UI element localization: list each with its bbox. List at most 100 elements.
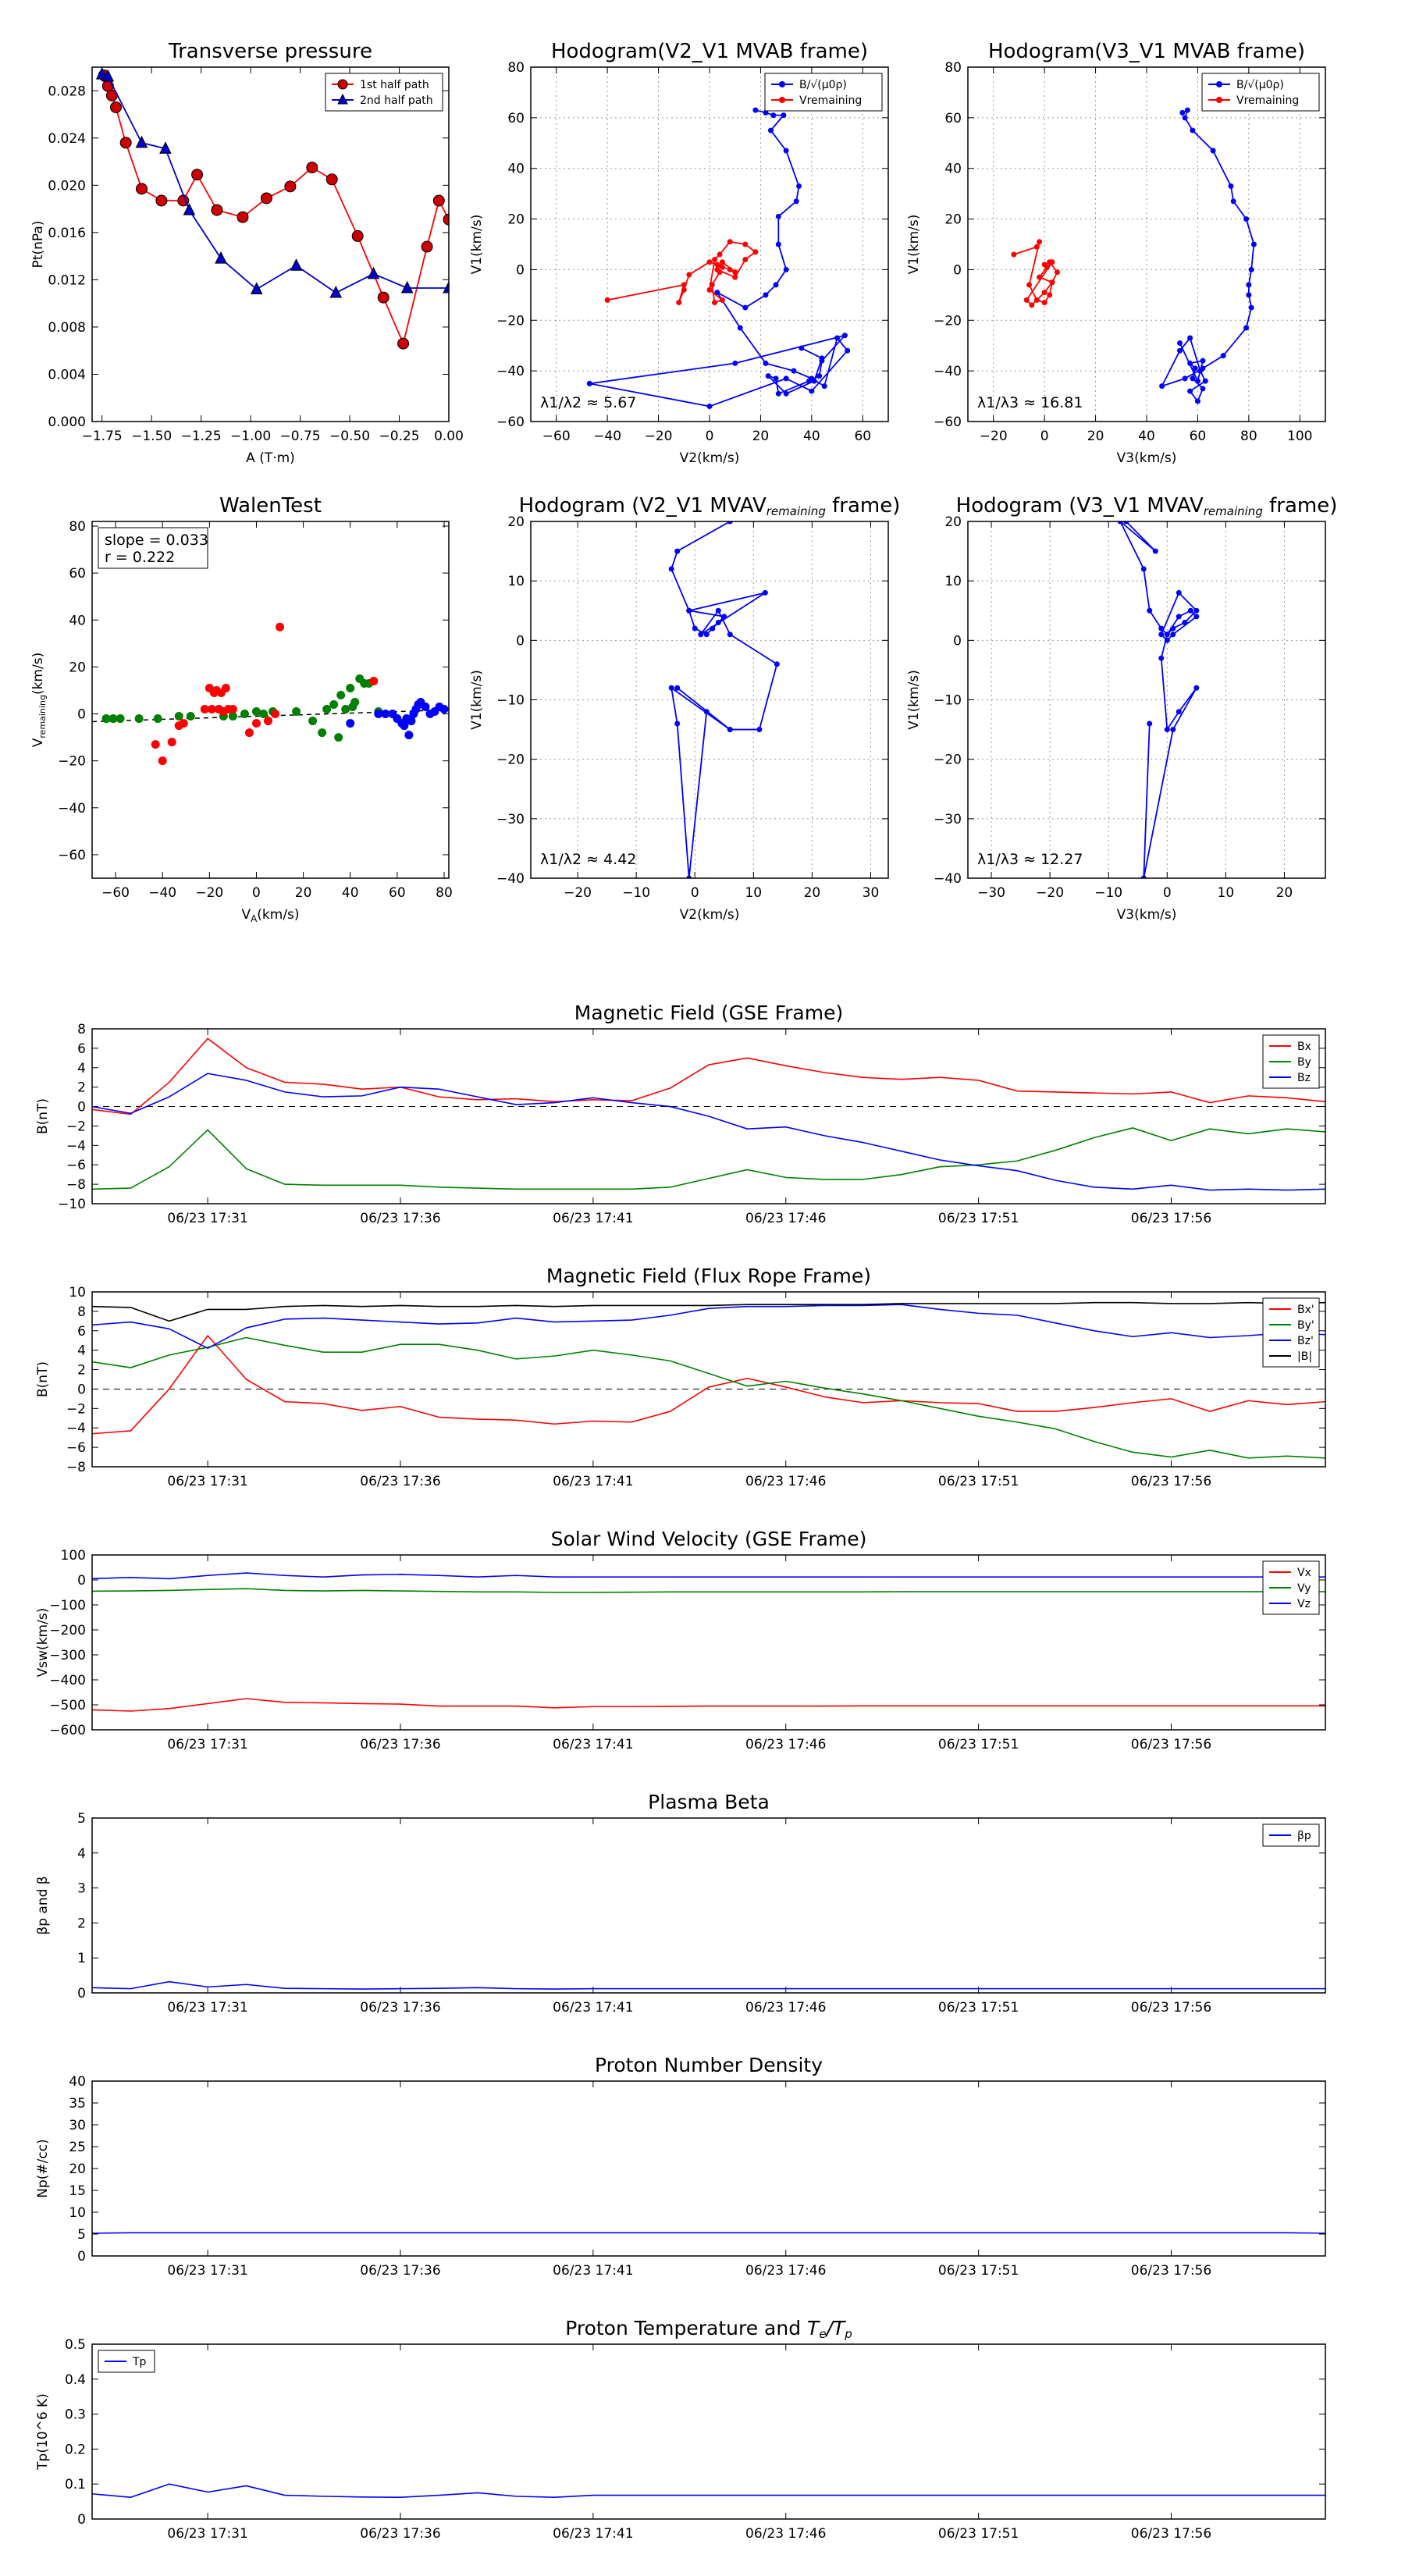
y-tick-label: −300	[49, 1648, 86, 1663]
y-axis-label: V1(km/s)	[469, 215, 485, 275]
data-point	[119, 137, 132, 149]
x-tick-label: 0	[1163, 885, 1172, 901]
x-tick-label: 30	[863, 885, 880, 901]
data-point	[443, 213, 449, 226]
y-tick-label: −8	[66, 1460, 86, 1475]
data-point	[1187, 335, 1193, 341]
legend-label: Bx'	[1297, 1304, 1314, 1316]
x-tick-label: 06/23 17:36	[360, 2526, 440, 2542]
x-tick-label: 06/23 17:41	[553, 2000, 633, 2016]
x-tick-label: −1.25	[181, 429, 222, 444]
data-point	[1187, 388, 1193, 394]
x-tick-label: 06/23 17:56	[1131, 1211, 1211, 1226]
data-point	[674, 548, 681, 554]
data-point	[1147, 607, 1153, 614]
data-point	[404, 731, 414, 740]
data-point	[228, 712, 237, 721]
data-point	[763, 109, 769, 116]
data-point	[1192, 365, 1198, 372]
data-point	[841, 333, 848, 339]
y-tick-label: 30	[69, 2118, 86, 2133]
data-point	[791, 368, 797, 374]
data-point	[1246, 282, 1252, 288]
y-axis-label: B(nT)	[35, 1361, 51, 1397]
y-tick-label: 0.2	[65, 2442, 86, 2457]
data-point	[1210, 148, 1216, 154]
data-point	[211, 204, 223, 216]
data-point	[346, 683, 355, 692]
y-tick-label: 0.016	[48, 226, 86, 241]
data-point	[793, 198, 799, 205]
data-point	[1190, 375, 1196, 382]
chart-np: Proton Number Density Np(#/cc) 06/23 17:31…	[35, 2054, 1326, 2279]
series-line	[92, 1037, 1325, 1115]
data-point	[1230, 198, 1236, 205]
data-point	[714, 290, 720, 296]
x-tick-label: 06/23 17:51	[938, 2526, 1019, 2542]
x-tick-label: 06/23 17:31	[167, 1211, 247, 1226]
data-point	[228, 705, 237, 714]
y-tick-label: 100	[61, 1548, 86, 1564]
data-point	[1182, 619, 1188, 625]
data-point	[1190, 127, 1196, 133]
y-tick-label: −4	[66, 1138, 86, 1154]
data-point	[732, 269, 738, 276]
data-point	[783, 266, 789, 272]
data-point	[703, 709, 710, 715]
data-point	[1200, 358, 1206, 364]
x-tick-label: −0.50	[329, 429, 370, 444]
chart-title: Plasma Beta	[648, 1791, 770, 1813]
data-point	[674, 720, 681, 727]
x-tick-label: 60	[854, 429, 871, 444]
plot-area	[95, 67, 449, 350]
x-tick-label: 40	[342, 885, 359, 901]
data-point	[258, 710, 268, 719]
data-point	[834, 335, 841, 341]
stats-box	[98, 527, 208, 569]
x-tick-label: −1.50	[131, 429, 172, 444]
series-line	[92, 1572, 1325, 1580]
y-tick-label: −2	[66, 1119, 86, 1134]
y-axis-label: V1(km/s)	[469, 670, 485, 730]
x-tick-label: −1.00	[230, 429, 271, 444]
plot-area	[92, 2483, 1325, 2499]
axes-frame	[91, 521, 450, 879]
y-tick-label: 0	[77, 1986, 86, 2001]
data-point	[407, 717, 416, 726]
data-point	[717, 251, 723, 258]
x-tick-label: 06/23 17:41	[553, 1211, 633, 1226]
data-point	[686, 607, 692, 614]
chart-title: Solar Wind Velocity (GSE Frame)	[551, 1528, 867, 1550]
legend-label: Vx	[1297, 1567, 1311, 1579]
stats-text: r = 0.222	[105, 549, 175, 566]
y-tick-label: 40	[944, 162, 962, 177]
legend-label: Vy	[1297, 1582, 1311, 1595]
data-point	[1170, 727, 1176, 733]
eigenvalue-ratio: λ1/λ2 ≈ 4.42	[540, 851, 636, 868]
data-point	[1117, 521, 1123, 525]
data-point	[1182, 115, 1188, 121]
data-point	[174, 712, 183, 721]
data-point	[692, 625, 698, 632]
data-point	[727, 632, 733, 638]
data-point	[1033, 297, 1040, 303]
x-tick-label: 40	[803, 429, 820, 444]
data-point	[215, 251, 227, 264]
data-point	[681, 286, 687, 293]
data-point	[710, 625, 716, 632]
x-tick-label: −40	[593, 429, 621, 444]
axes-frame	[530, 521, 889, 879]
data-point	[1202, 378, 1208, 384]
x-tick-label: −1.75	[82, 429, 123, 444]
series-line	[92, 1301, 1325, 1322]
data-point	[714, 262, 720, 268]
data-point	[1193, 685, 1200, 691]
y-axis-label: Pt(nPa)	[30, 221, 46, 269]
chart-title: Magnetic Field (GSE Frame)	[574, 1002, 843, 1024]
data-point	[1164, 632, 1170, 638]
data-point	[334, 733, 343, 742]
x-tick-label: 06/23 17:51	[938, 1474, 1019, 1489]
legend-label: 2nd half path	[360, 94, 433, 107]
stats-text: slope = 0.033	[105, 532, 208, 549]
x-tick-label: 0.00	[434, 429, 464, 444]
